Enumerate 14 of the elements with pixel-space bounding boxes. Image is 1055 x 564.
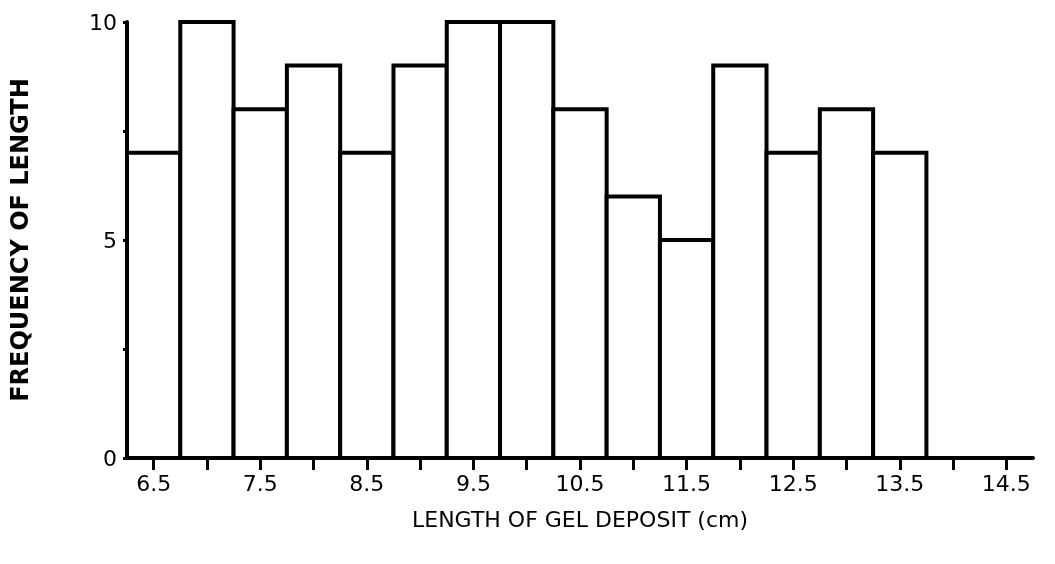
x-tick-label: 7.5	[242, 470, 278, 496]
x-tick-label: 13.5	[875, 470, 925, 496]
y-tick-label: 0	[103, 445, 117, 471]
x-tick-label: 12.5	[768, 470, 818, 496]
y-tick-label: 10	[89, 9, 117, 35]
y-tick-label: 5	[103, 227, 117, 253]
x-tick-label: 8.5	[349, 470, 385, 496]
x-tick-label: 10.5	[555, 470, 605, 496]
y-axis-title: FREQUENCY OF LENGTH	[6, 78, 34, 402]
x-tick-label: 14.5	[981, 470, 1031, 496]
x-tick-label: 6.5	[136, 470, 172, 496]
x-tick-label: 9.5	[455, 470, 491, 496]
x-axis-title: LENGTH OF GEL DEPOSIT (cm)	[411, 506, 749, 532]
x-tick-label: 11.5	[662, 470, 712, 496]
